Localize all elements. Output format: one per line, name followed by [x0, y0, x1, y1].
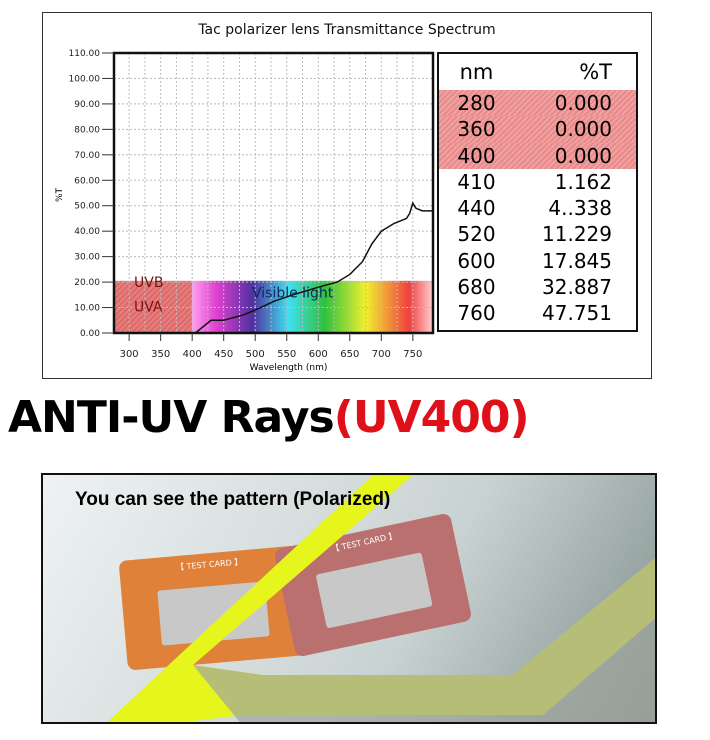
table-row: 600 17.845 — [439, 248, 636, 274]
transmittance-table: nm %T 280 0.000 360 0.000 400 0.000 410 1.162 44… — [437, 52, 638, 332]
y-tick-label: 70.00 — [74, 151, 100, 161]
y-tick-label: 0.00 — [80, 329, 100, 339]
table-row: 760 47.751 — [439, 300, 636, 326]
y-tick-label: 90.00 — [74, 100, 100, 110]
t-cell: 47.751 — [542, 301, 612, 326]
t-cell: 1.162 — [554, 169, 612, 194]
y-tick-label: 20.00 — [74, 278, 100, 288]
x-axis-label: Wavelength (nm) — [250, 363, 328, 373]
table-header: nm %T — [439, 54, 636, 90]
visible-light-label: Visible light — [252, 285, 334, 301]
t-cell: 0.000 — [554, 143, 612, 168]
chart-frame — [42, 12, 652, 379]
t-cell: 17.845 — [542, 248, 612, 273]
table-row: 440 4..338 — [439, 195, 636, 221]
t-cell: 32.887 — [542, 275, 612, 300]
uv-band — [114, 280, 193, 333]
transmittance-chart: 0.00 10.00 20.00 30.00 40.00 50.00 60.00 70.00 8… — [55, 49, 435, 373]
t-cell: 0.000 — [554, 91, 612, 115]
table-row: 410 1.162 — [439, 169, 636, 195]
x-tick-label: 500 — [246, 349, 265, 360]
y-tick-label: 110.00 — [69, 49, 101, 59]
x-tick-label: 550 — [277, 349, 296, 360]
x-tick-label: 750 — [403, 349, 422, 360]
x-tick-label: 300 — [120, 349, 139, 360]
x-tick-label: 450 — [214, 349, 233, 360]
x-tick-label: 650 — [340, 349, 359, 360]
nm-cell: 520 — [457, 222, 496, 247]
photo-caption: You can see the pattern (Polarized) — [75, 489, 391, 510]
y-axis-label: %T — [55, 187, 65, 202]
nm-cell: 600 — [457, 248, 496, 273]
table-row: 400 0.000 — [439, 142, 636, 169]
nm-cell: 360 — [457, 117, 496, 142]
headline-uv400: (UV400) — [333, 392, 530, 443]
headline-main: ANTI-UV Rays — [8, 392, 335, 443]
x-tick-label: 350 — [151, 349, 170, 360]
table-row: 360 0.000 — [439, 116, 636, 143]
x-tick-label: 700 — [372, 349, 391, 360]
polarized-photo: You can see the pattern (Polarized) 【 TE… — [41, 473, 657, 724]
headline: ANTI-UV Rays(UV400) — [8, 392, 530, 443]
y-tick-label: 80.00 — [74, 125, 100, 135]
uva-label: UVA — [134, 299, 163, 315]
nm-cell: 440 — [457, 196, 496, 221]
nm-cell: 680 — [457, 275, 496, 300]
t-cell: 11.229 — [542, 222, 612, 247]
table-row: 680 32.887 — [439, 274, 636, 300]
t-cell: 0.000 — [554, 117, 612, 142]
table-row: 280 0.000 — [439, 90, 636, 117]
x-tick-label: 400 — [183, 349, 202, 360]
header-nm: nm — [459, 60, 494, 84]
transmittance-line — [194, 201, 433, 334]
chart-title: Tac polarizer lens Transmittance Spectru… — [198, 22, 496, 38]
uvb-label: UVB — [134, 275, 163, 291]
y-tick-label: 40.00 — [74, 227, 100, 237]
y-tick-label: 100.00 — [69, 74, 101, 84]
y-tick-label: 10.00 — [74, 304, 100, 314]
table-row: 520 11.229 — [439, 221, 636, 247]
t-cell: 4..338 — [548, 196, 612, 221]
y-tick-label: 60.00 — [74, 176, 100, 186]
nm-cell: 280 — [457, 91, 496, 115]
y-tick-label: 50.00 — [74, 202, 100, 212]
header-t: %T — [579, 60, 612, 84]
plot-border — [112, 51, 435, 335]
nm-cell: 410 — [457, 169, 496, 194]
y-tick-label: 30.00 — [74, 253, 100, 263]
x-tick-label: 600 — [309, 349, 328, 360]
sunglasses-frame — [107, 475, 655, 722]
nm-cell: 760 — [457, 301, 496, 326]
nm-cell: 400 — [457, 143, 496, 168]
